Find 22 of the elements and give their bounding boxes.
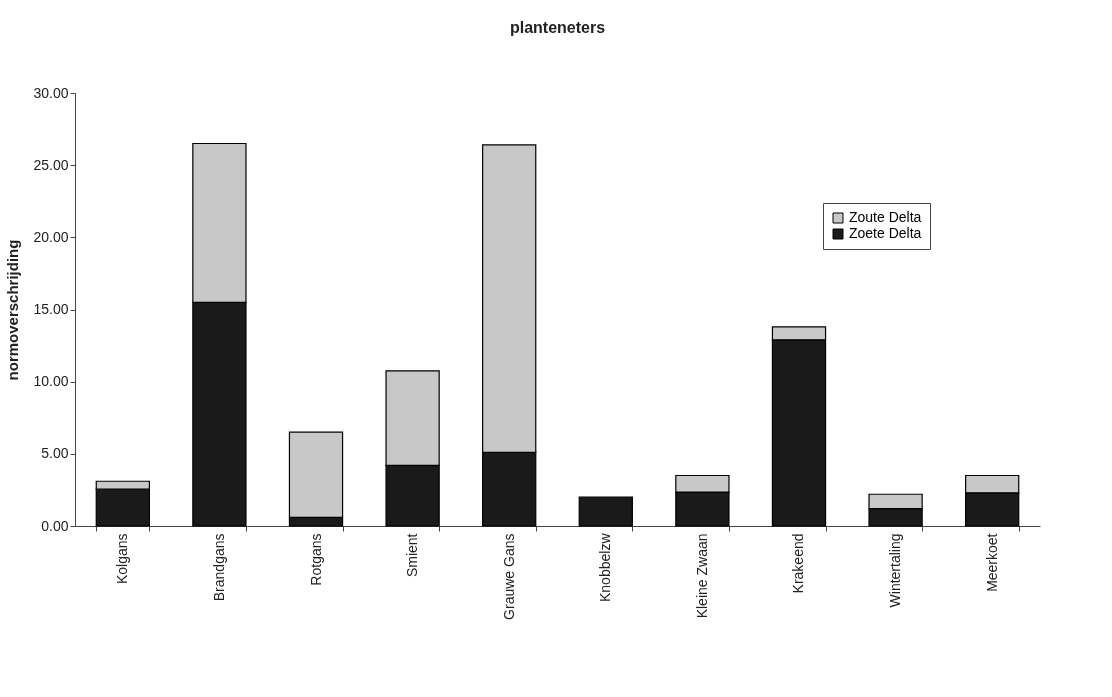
y-tick-label: 10.00 xyxy=(33,373,69,390)
x-tick-label: Wintertaling xyxy=(887,533,904,608)
x-tick-label: Kolgans xyxy=(114,533,131,585)
y-tick-label: 0.00 xyxy=(41,517,69,534)
y-tick-label: 5.00 xyxy=(41,445,69,462)
legend-label: Zoute Delta xyxy=(849,209,922,225)
x-tick-label: Smient xyxy=(404,533,421,578)
x-tick-label: Krakeend xyxy=(790,533,807,594)
bar xyxy=(578,496,633,527)
x-tick-label: Knobbelzw xyxy=(597,532,614,602)
y-axis-title: normoverschrijding xyxy=(4,239,22,381)
x-tick-label: Grauwe Gans xyxy=(500,533,517,620)
y-tick-label: 20.00 xyxy=(33,228,69,245)
legend-label: Zoete Delta xyxy=(849,225,922,241)
y-tick-label: 15.00 xyxy=(33,301,69,317)
y-tick-label: 25.00 xyxy=(33,156,69,173)
x-tick-label: Brandgans xyxy=(210,533,227,602)
x-tick-label: Kleine Zwaan xyxy=(693,533,710,619)
chart-title: planteneters xyxy=(509,19,606,36)
x-tick-label: Rotgans xyxy=(307,533,324,586)
y-tick-label: 30.00 xyxy=(33,84,69,101)
x-tick-label: Meerkoet xyxy=(983,533,1000,592)
